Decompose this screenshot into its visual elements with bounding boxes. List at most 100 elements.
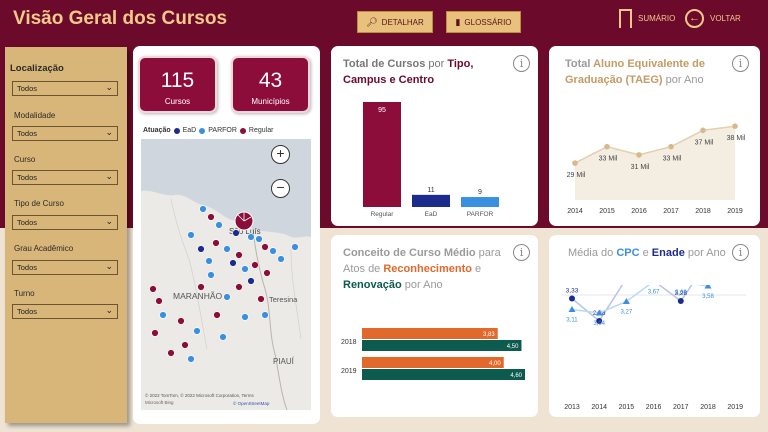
filter-dropdown[interactable]: Todos ⌄ [12,304,118,319]
map-marker[interactable] [241,265,249,273]
map-marker[interactable] [193,327,201,335]
map-marker[interactable] [155,297,163,305]
conceito-bar-reconhecimento[interactable] [362,328,498,339]
map-marker[interactable] [229,259,237,267]
sumario-link[interactable]: SUMÁRIO [619,9,675,29]
info-icon[interactable]: i [513,244,530,261]
map-marker[interactable] [151,329,159,337]
enade-value-label: 3,27 [621,310,633,316]
map-marker[interactable] [207,271,215,279]
map-marker[interactable] [205,257,213,265]
taeg-point[interactable] [700,127,706,134]
filter-dropdown[interactable]: Todos ⌄ [12,170,118,185]
map-marker[interactable] [167,349,175,357]
map-marker[interactable] [232,229,240,237]
taeg-value-label: 38 Mil [727,135,746,142]
glossario-button[interactable]: ▮ GLOSSÁRIO [446,11,521,33]
map-view[interactable]: São Luís MARANHÃO Teresina PIAUÍ © 2022 … [141,139,311,410]
bar-regular[interactable] [363,102,401,207]
enade-point[interactable] [568,306,576,312]
map-marker[interactable] [247,233,255,241]
filter-dropdown[interactable]: Todos ⌄ [12,260,118,275]
zoom-out-button[interactable]: − [271,179,290,198]
search-icon: 🔎︎ [366,16,378,27]
book-icon: ▮ [455,16,461,27]
map-marker[interactable] [181,341,189,349]
map-marker[interactable] [187,231,195,239]
filter-value: Todos [17,129,38,138]
map-marker[interactable] [212,239,220,247]
taeg-point[interactable] [604,143,610,150]
filter-dropdown[interactable]: Todos ⌄ [12,126,118,141]
filter-dropdown[interactable]: Todos ⌄ [12,215,118,230]
cpc-point[interactable] [596,318,603,324]
map-marker[interactable] [223,293,231,301]
map-marker[interactable] [215,221,223,229]
map-marker[interactable] [207,213,215,221]
map-label-sao-luis: São Luís [229,227,261,236]
info-icon[interactable]: i [732,244,749,261]
cpc-point[interactable] [569,295,575,302]
enade-value-label: 3,11 [566,318,578,324]
map-marker[interactable] [269,247,277,255]
enade-point[interactable] [704,285,712,289]
back-arrow-icon: ← [685,9,704,28]
map-marker[interactable] [235,251,243,259]
conceito-bar-renovação[interactable] [362,340,522,351]
kpi-cursos-label: Cursos [164,97,191,106]
enade-point[interactable] [622,298,630,304]
conceito-bar-reconhecimento[interactable] [362,357,504,368]
detalhar-button[interactable]: 🔎︎ DETALHAR [357,11,433,33]
map-marker[interactable] [149,285,157,293]
map-marker[interactable] [213,311,221,319]
map-marker[interactable] [251,261,259,269]
map-marker[interactable] [235,283,243,291]
map-marker[interactable] [223,245,231,253]
conceito-chart: 2018 3,83 4,50 2019 4,00 4,60 [341,328,525,380]
map-marker[interactable] [159,311,167,319]
filter-label: Modalidade [14,111,56,120]
zoom-in-button[interactable]: + [271,145,290,164]
voltar-link[interactable]: ← VOLTAR [685,9,741,28]
cpc-chart: 3,332,883,733,693,284,083,813,113,043,27… [561,285,746,411]
chevron-down-icon: ⌄ [105,127,113,137]
taeg-point[interactable] [636,152,642,158]
bar-ead[interactable] [412,194,450,207]
legend-ead: EaD [182,127,197,134]
taeg-point[interactable] [732,123,738,129]
map-marker[interactable] [277,255,285,263]
taeg-point[interactable] [572,160,578,166]
map-marker[interactable] [241,313,249,321]
legend-dot-parfor [199,127,206,134]
map-marker[interactable] [197,283,205,291]
taeg-value-label: 31 Mil [631,164,650,171]
map-marker[interactable] [261,311,269,319]
filter-value: Todos [17,263,38,272]
map-marker[interactable] [197,245,205,253]
map-marker[interactable] [257,295,265,303]
chevron-down-icon: ⌄ [105,82,113,92]
map-marker[interactable] [247,277,255,285]
filter-dropdown[interactable]: Todos ⌄ [12,81,118,96]
taeg-point[interactable] [668,143,674,150]
map-marker[interactable] [219,333,227,341]
conceito-bar-renovação[interactable] [362,369,525,380]
map-marker[interactable] [187,355,195,363]
info-icon[interactable]: i [732,55,749,72]
map-marker[interactable] [255,235,263,243]
taeg-year-label: 2014 [567,208,583,215]
legend-regular: Regular [248,127,274,134]
enade-point[interactable] [595,309,603,316]
enade-value-label: 3,04 [593,321,605,327]
cpc-point[interactable] [677,298,684,304]
map-marker[interactable] [263,269,271,277]
info-icon[interactable]: i [513,55,530,72]
glossario-label: GLOSSÁRIO [464,17,512,27]
map-marker[interactable] [291,243,299,251]
map-marker[interactable] [261,243,269,251]
bar-category-label: PARFOR [467,211,494,218]
map-marker[interactable] [177,317,185,325]
bar-value-label: 11 [427,187,434,194]
map-marker[interactable] [199,205,207,213]
bar-parfor[interactable] [461,197,499,207]
